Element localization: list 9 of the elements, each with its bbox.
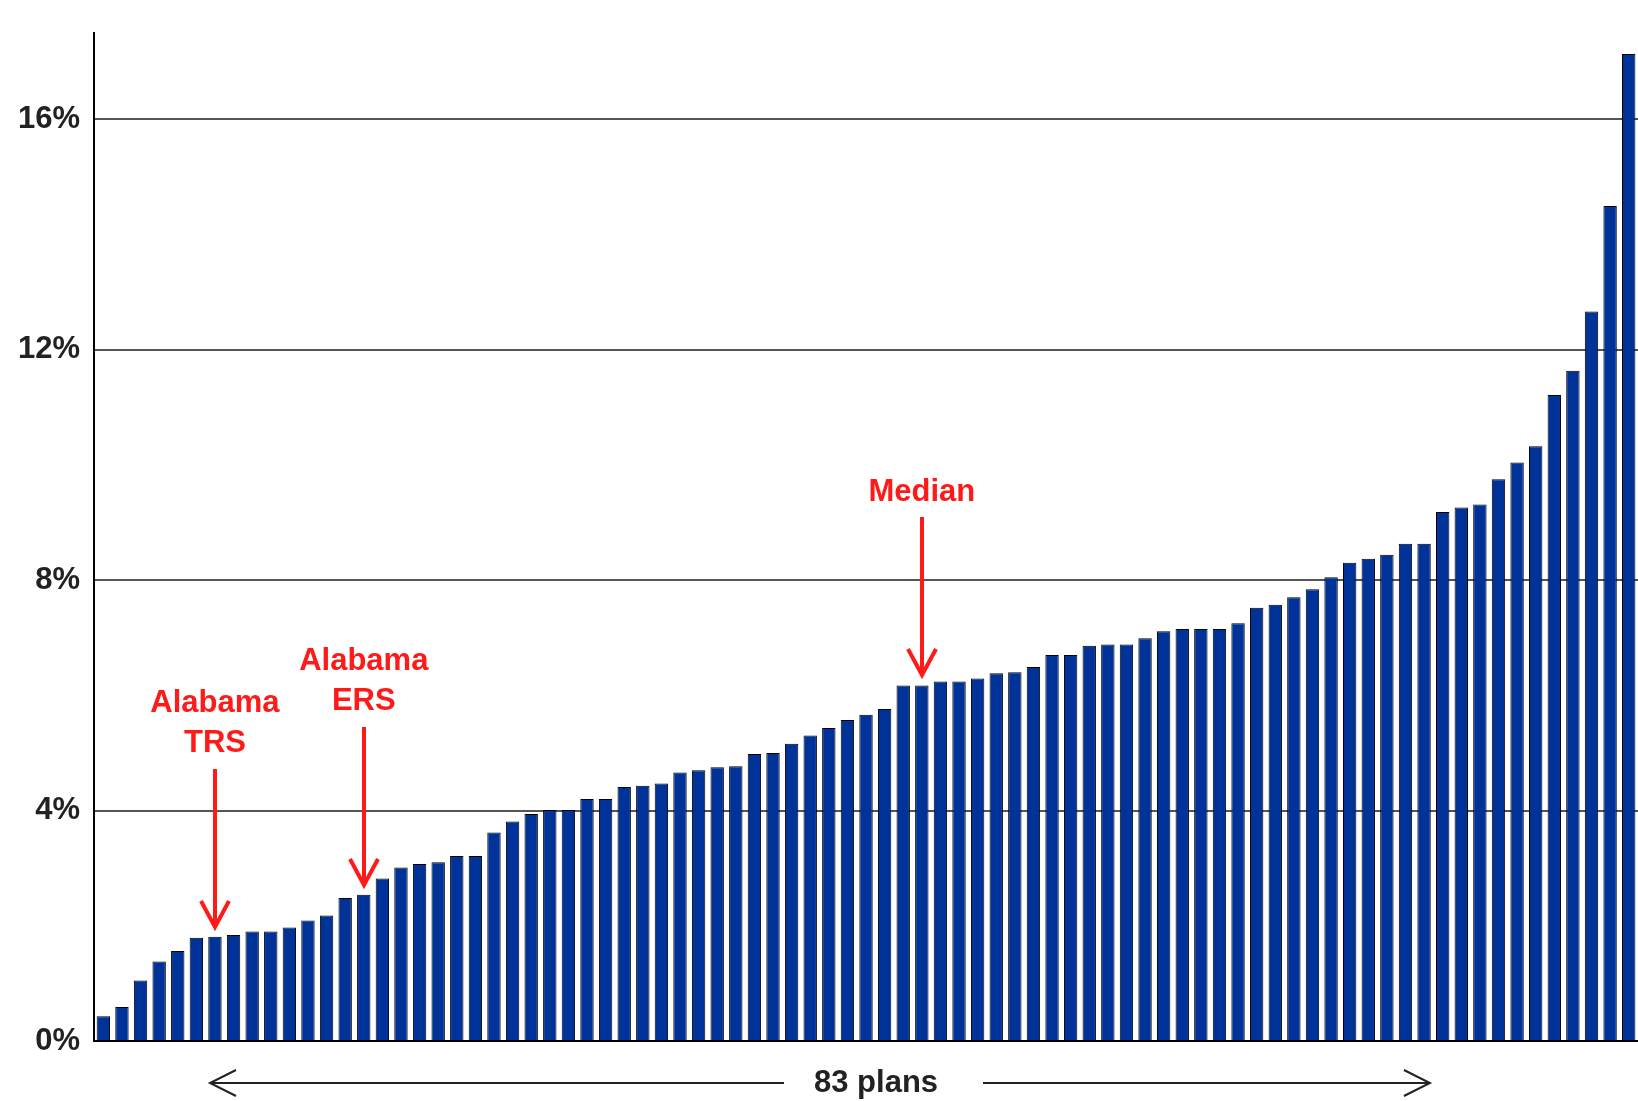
y-tick-label: 16% (18, 99, 81, 135)
y-tick-label: 0% (35, 1021, 81, 1057)
y-tick-label: 12% (18, 330, 81, 366)
y-tick-label: 8% (35, 560, 81, 596)
annotation: Alabama TRS (150, 683, 281, 759)
annotation: Alabama ERS (299, 641, 430, 717)
y-tick-label: 4% (35, 791, 81, 827)
annotation: Median (868, 472, 976, 508)
x-axis-title: 83 plans (813, 1063, 939, 1099)
